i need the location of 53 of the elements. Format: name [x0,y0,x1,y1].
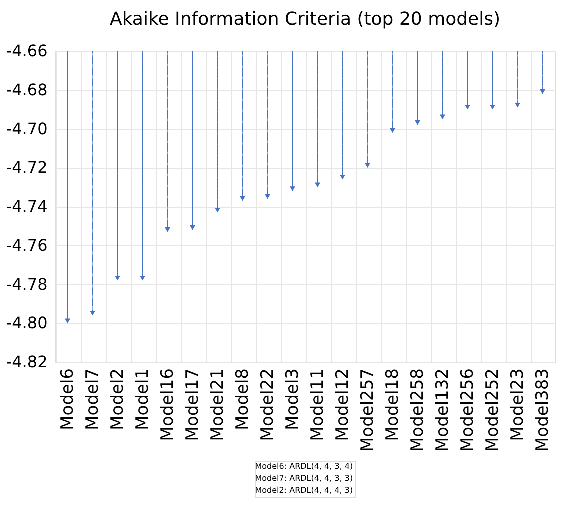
point [415,120,420,126]
point [490,104,496,110]
x-tick-label: Model7 [82,368,103,430]
x-tick-label: Model252 [482,368,503,452]
point [240,196,246,202]
x-tick-label: Model383 [532,368,553,452]
text: Model2: ARDL(4, 4, 4, 3) [255,486,354,495]
point [265,194,270,200]
x-tick-label: Model18 [382,368,403,442]
x-tick-label: Model257 [358,368,378,452]
y-tick-label: -4.76 [6,236,48,255]
x-tick-label: Model256 [458,368,478,452]
x-tick-label: Model6 [58,368,78,430]
y-tick-label: -4.74 [6,197,48,216]
x-tick-label: Model2 [108,368,128,430]
y-tick-label: -4.72 [6,158,48,178]
point [315,182,320,188]
point [290,186,296,192]
point [190,226,196,230]
point [140,276,146,281]
x-tick-label: Model23 [508,368,528,442]
y-tick-label: -4.78 [6,274,48,294]
y-tick-label: -4.68 [6,80,48,100]
x-tick-label: Model16 [158,368,178,442]
x-tick-label: Model22 [258,368,278,442]
x-tick-label: Model8 [232,368,253,430]
point [340,174,346,180]
x-tick-label: Model17 [182,368,203,442]
point [515,103,520,108]
x-tick-label: Model258 [408,368,428,452]
y-tick-label: -4.70 [6,119,48,138]
text: Model7: ARDL(4, 4, 3, 3) [255,474,354,483]
point [365,163,370,168]
x-tick-label: Model3 [282,368,303,430]
point [65,318,70,324]
chart-title: Akaike Information Criteria (top 20 models) [110,9,501,30]
y-tick-label: -4.66 [6,42,48,60]
y-tick-label: -4.82 [6,352,48,372]
point [390,128,396,134]
point [440,114,446,120]
point [165,227,170,232]
y-tick-label: -4.80 [6,314,48,333]
x-tick-label: Model21 [208,368,228,442]
point [465,104,470,110]
point [115,276,120,281]
point [90,311,96,316]
point [215,208,220,213]
x-tick-label: Model1 [132,368,153,430]
x-tick-label: Model12 [332,368,353,442]
x-tick-label: Model132 [432,368,453,452]
x-tick-label: Model11 [308,368,328,442]
point [540,89,546,94]
text: Model6: ARDL(4, 4, 3, 4) [255,462,354,471]
